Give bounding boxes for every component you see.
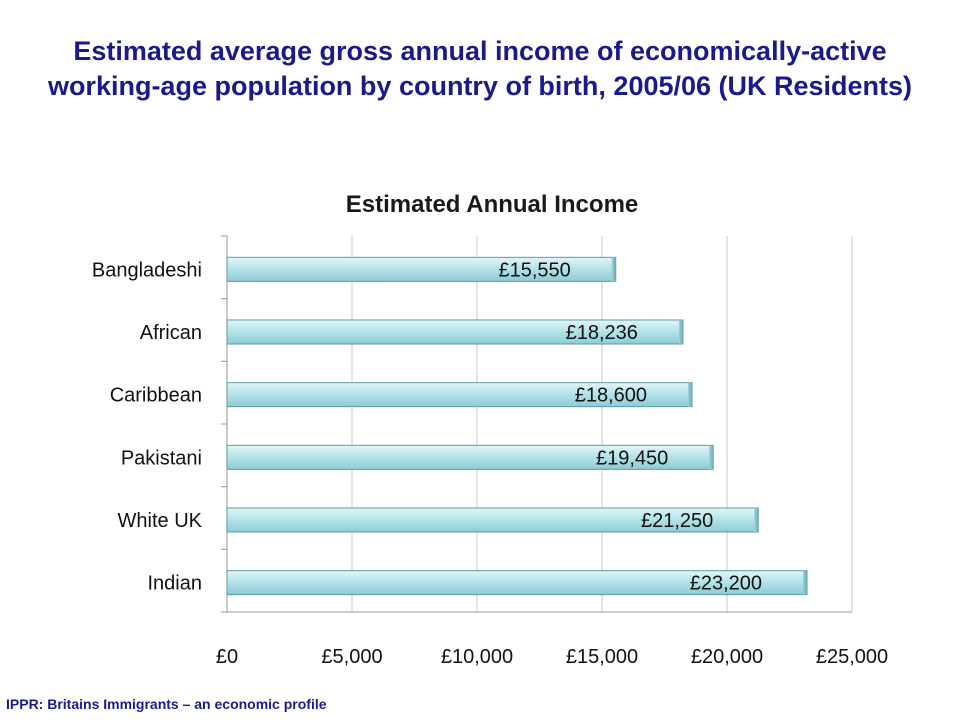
- data-label: £18,600: [575, 385, 647, 407]
- data-label: £23,200: [690, 573, 762, 595]
- x-tick-label: £25,000: [816, 646, 888, 668]
- x-tick-label: £10,000: [441, 646, 513, 668]
- category-label: Bangladeshi: [92, 259, 202, 281]
- slide-title: Estimated average gross annual income of…: [47, 36, 913, 101]
- bar-end-cap: [611, 257, 616, 282]
- category-label: Indian: [148, 573, 203, 595]
- category-label: African: [140, 322, 202, 344]
- grid-layer: [221, 235, 853, 613]
- bar-end-cap: [688, 382, 692, 407]
- data-label: £18,236: [566, 322, 638, 344]
- bars-layer: [226, 256, 808, 596]
- bar-end-cap: [803, 570, 807, 595]
- labels-layer: £0 £5,000 £10,000 £15,000 £20,000 £25,000 Bang…: [92, 259, 888, 668]
- x-tick-label: £20,000: [691, 646, 763, 668]
- x-tick-label: £15,000: [566, 646, 638, 668]
- x-tick-label: £5,000: [321, 646, 382, 668]
- bar: [226, 382, 693, 408]
- bar-end-cap: [709, 445, 714, 470]
- category-label: Caribbean: [110, 385, 202, 407]
- category-label: White UK: [118, 510, 203, 532]
- data-label: £15,550: [498, 259, 570, 281]
- bar: [226, 570, 808, 596]
- chart-title: Estimated Annual Income: [346, 191, 639, 218]
- bar: [226, 507, 759, 533]
- bar-end-cap: [754, 508, 759, 532]
- bar-end-cap: [678, 320, 683, 344]
- category-label: Pakistani: [121, 447, 202, 469]
- source-footer: IPPR: Britains Immigrants – an economic …: [6, 696, 327, 712]
- data-label: £21,250: [641, 510, 713, 532]
- data-label: £19,450: [596, 447, 668, 469]
- x-tick-label: £0: [216, 646, 238, 668]
- bar: [226, 444, 714, 470]
